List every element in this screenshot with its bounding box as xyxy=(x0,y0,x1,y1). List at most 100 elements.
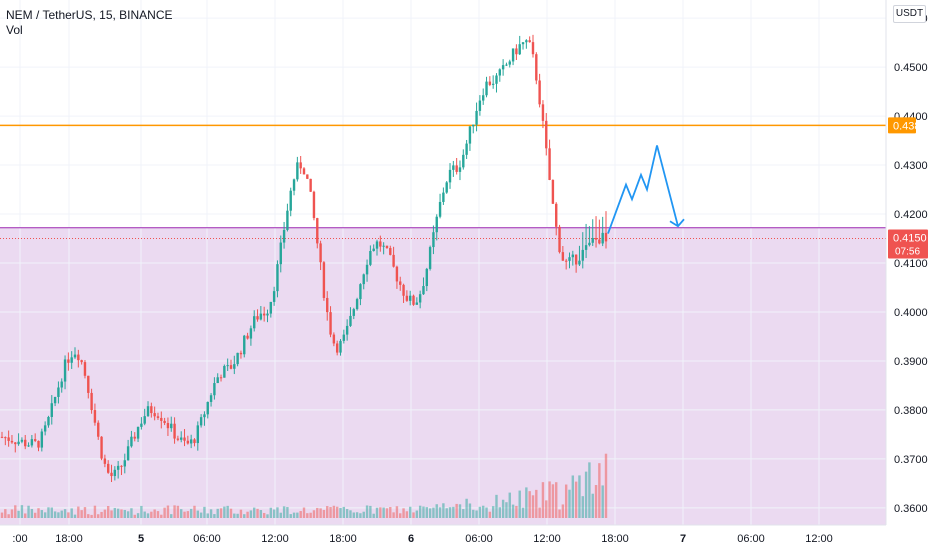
candle-body xyxy=(598,239,601,244)
time-tick-label: 12:00 xyxy=(261,533,289,545)
volume-bar xyxy=(17,510,20,518)
candle-body xyxy=(482,95,485,101)
volume-indicator-label[interactable]: Vol xyxy=(6,23,23,37)
candle-body xyxy=(531,42,535,55)
volume-bar xyxy=(203,506,206,518)
volume-bar xyxy=(408,506,412,518)
candle-body xyxy=(110,472,113,477)
volume-bar xyxy=(166,505,170,518)
candle-body xyxy=(455,165,458,172)
volume-bar xyxy=(548,481,551,518)
candle-body xyxy=(170,423,173,429)
volume-bar xyxy=(153,509,156,518)
currency-button[interactable]: USDT xyxy=(893,5,926,23)
candle-body xyxy=(491,83,495,85)
volume-bar xyxy=(173,505,176,518)
candle-body xyxy=(488,81,492,85)
volume-bar xyxy=(266,514,269,518)
candle-body xyxy=(259,313,263,320)
volume-bar xyxy=(296,512,299,518)
volume-bar xyxy=(262,512,266,518)
candle-body xyxy=(180,437,183,440)
candle-body xyxy=(309,178,312,192)
volume-bar xyxy=(216,508,219,518)
candle-body xyxy=(160,417,163,421)
candle-body xyxy=(186,440,190,444)
volume-bar xyxy=(276,507,279,518)
candle-body xyxy=(408,295,412,301)
volume-bar xyxy=(246,511,249,518)
volume-bar xyxy=(319,508,322,518)
volume-bar xyxy=(385,508,389,518)
volume-bar xyxy=(67,512,70,518)
volume-bar xyxy=(491,506,495,518)
time-tick-label: 12:00 xyxy=(805,533,833,545)
candle-body xyxy=(209,395,213,402)
volume-bar xyxy=(100,511,103,518)
candle-body xyxy=(153,413,156,417)
candle-body xyxy=(568,257,571,261)
volume-bar xyxy=(604,453,608,518)
candle-body xyxy=(581,249,584,261)
volume-bar xyxy=(501,499,505,518)
projection-arrow-head xyxy=(669,218,685,228)
candle-body xyxy=(475,110,478,125)
candle-body xyxy=(0,436,4,438)
volume-bar xyxy=(133,514,136,518)
candle-body xyxy=(399,281,402,285)
volume-bar xyxy=(525,487,528,518)
candle-body xyxy=(495,75,498,84)
candle-body xyxy=(63,359,67,382)
volume-bar xyxy=(468,503,472,518)
time-tick-label: 7 xyxy=(680,533,686,545)
candle-body xyxy=(422,286,425,295)
volume-bar xyxy=(57,512,60,518)
volume-bar xyxy=(495,494,498,518)
volume-bar xyxy=(422,506,425,518)
volume-bar xyxy=(335,506,339,518)
candle-body xyxy=(528,40,531,43)
volume-bar xyxy=(375,507,379,518)
volume-bar xyxy=(518,490,521,518)
candle-body xyxy=(136,426,140,439)
candle-body xyxy=(236,352,239,365)
candle-body xyxy=(193,439,196,444)
candle-body xyxy=(286,210,289,230)
candle-body xyxy=(70,357,73,363)
volume-bar xyxy=(309,512,312,518)
candle-body xyxy=(229,365,233,369)
candle-body xyxy=(425,268,428,287)
candle-body xyxy=(375,241,379,249)
candle-body xyxy=(535,54,538,81)
candle-body xyxy=(465,143,468,155)
candle-body xyxy=(223,365,226,378)
candle-body xyxy=(262,313,266,316)
volume-bar xyxy=(498,507,502,518)
volume-bar xyxy=(33,512,37,518)
candle-body xyxy=(90,392,93,411)
candle-body xyxy=(83,362,87,376)
candle-body xyxy=(226,365,229,367)
candle-body xyxy=(332,334,336,344)
volume-bar xyxy=(508,492,511,518)
candle-body xyxy=(126,446,130,461)
volume-bar xyxy=(465,498,468,518)
candle-body xyxy=(316,218,319,244)
volume-bar xyxy=(538,507,541,518)
candle-body xyxy=(442,192,445,202)
volume-bar xyxy=(485,507,488,518)
candle-body xyxy=(369,251,372,265)
price-tick-label: 0.4000 xyxy=(894,307,928,319)
candle-body xyxy=(206,401,209,415)
volume-bar xyxy=(581,496,584,518)
volume-bar xyxy=(37,508,40,518)
candle-body xyxy=(299,162,302,169)
time-tick-label: :00 xyxy=(12,533,27,545)
volume-bar xyxy=(140,505,143,518)
candle-body xyxy=(140,423,143,427)
candle-body xyxy=(67,359,70,363)
volume-bar xyxy=(392,512,395,518)
symbol-title[interactable]: NEM / TetherUS, 15, BINANCE xyxy=(6,8,173,22)
